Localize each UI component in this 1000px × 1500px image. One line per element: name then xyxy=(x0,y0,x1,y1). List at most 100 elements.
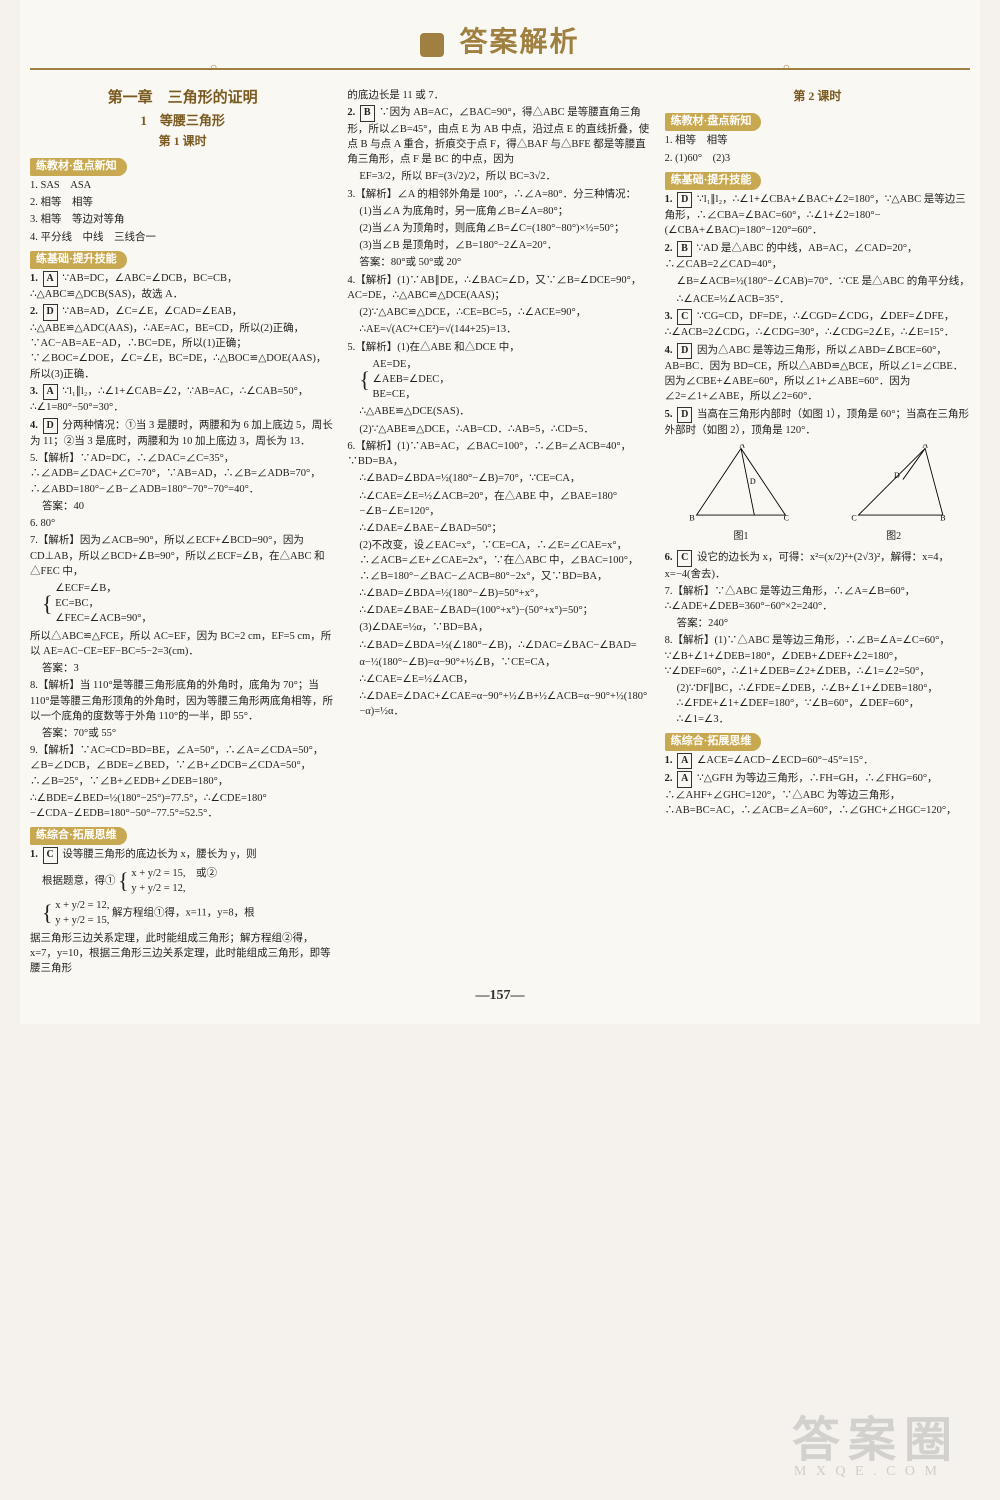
answer-line: 答案：70°或 55° xyxy=(30,726,335,741)
q-item: 1. C 设等腰三角形的底边长为 x，腰长为 y，则 xyxy=(30,847,335,864)
answer-box: D xyxy=(43,418,58,435)
svg-text:A: A xyxy=(922,444,928,450)
q-item: 5. D 当高在三角形内部时（如图 1），顶角是 60°；当高在三角形外部时（如… xyxy=(665,407,970,439)
q-cont: 的底边长是 11 或 7． xyxy=(347,88,652,103)
q-num: 5. xyxy=(665,409,673,420)
q-cont: ∴∠BAD=∠BDA=½(180°−∠B)=50°+x°， xyxy=(347,586,652,601)
brace-body: ∠ECF=∠B， EC=BC， ∠FEC=∠ACB=90°， xyxy=(55,581,152,627)
chapter-title: 第一章 三角形的证明 xyxy=(30,88,335,110)
q-text: ∵△GFH 为等边三角形，∴FH=GH，∴∠FHG=60°，∴∠AHF+∠GHC… xyxy=(665,773,957,816)
answer-box: B xyxy=(677,241,692,258)
q-cont: (3)∠DAE=½α，∵BD=BA， xyxy=(347,620,652,635)
eq-line: 根据题意，得① { x + y/2 = 15, 或② y + y/2 = 12, xyxy=(30,866,335,896)
column-1: 第一章 三角形的证明 1 等腰三角形 第 1 课时 练教材·盘点新知 1. SA… xyxy=(30,88,335,978)
q-item: 9.【解析】∵AC=CD=BD=BE，∠A=50°，∴∠A=∠CDA=50°，∠… xyxy=(30,743,335,789)
triangle-diagram-1: A B C D xyxy=(681,444,801,524)
svg-text:B: B xyxy=(940,514,945,523)
left-brace-icon: { xyxy=(118,871,129,891)
q-text: 分两种情况：①当 3 是腰时，两腰和为 6 加上底边 5，周长为 11；②当 3… xyxy=(30,420,333,448)
subhead-knowledge: 练教材·盘点新知 xyxy=(30,158,127,176)
q-item: 3. C ∵CG=CD，DF=DE，∴∠CGD=∠CDG，∠DEF=∠DFE，∴… xyxy=(665,309,970,341)
q-item: 4. D 因为△ABC 是等边三角形，所以∠ABD=∠BCE=60°，AB=BC… xyxy=(665,343,970,405)
columns-container: 第一章 三角形的证明 1 等腰三角形 第 1 课时 练教材·盘点新知 1. SA… xyxy=(30,88,970,978)
q-cont: ∴∠DAE=∠BAE−∠BAD=50°； xyxy=(347,521,652,536)
q-cont: ∴∠CAE=∠E=½∠ACB=20°，在△ABE 中，∠BAE=180°−∠B−… xyxy=(347,489,652,519)
system-body: x + y/2 = 12, y + y/2 = 15, xyxy=(55,898,109,928)
triangle-diagram-2: A C B D xyxy=(834,444,954,524)
q-text: ∵l₁∥l₂，∴∠1+∠CAB=∠2，∵AB=AC，∴∠CAB=50°，∴∠1=… xyxy=(30,386,308,414)
q-item: 1. A ∠ACE=∠ACD−∠ECD=60°−45°=15°． xyxy=(665,753,970,770)
answer-line: 答案：80°或 50°或 20° xyxy=(347,255,652,270)
q-num: 2. xyxy=(665,243,673,254)
q-num: 4. xyxy=(30,420,38,431)
q-text: ∵AB=DC，∠ABC=∠DCB，BC=CB，∴△ABC≌△DCB(SAS)，故… xyxy=(30,273,238,301)
k-item: 3. 相等 等边对等角 xyxy=(30,212,335,227)
q-cont: (2)∵△ABE≌△DCE，∴AB=CD．∴AB=5，∴CD=5． xyxy=(347,422,652,437)
answer-box: D xyxy=(677,192,692,209)
left-brace-icon: { xyxy=(42,594,53,614)
answer-line: 答案：240° xyxy=(665,616,970,631)
subhead-comprehensive: 练综合·拓展思维 xyxy=(665,733,762,751)
q-cont: ∴∠BDE=∠BED=½(180°−25°)=77.5°，∴∠CDE=180°−… xyxy=(30,791,335,821)
subhead-comprehensive: 练综合·拓展思维 xyxy=(30,827,127,845)
figure-2: A C B D 图2 xyxy=(834,444,954,544)
lesson-title: 第 1 课时 xyxy=(30,133,335,150)
q-item: 4.【解析】(1)∵AB∥DE，∴∠BAC=∠D，又∵∠B=∠DCE=90°，A… xyxy=(347,273,652,303)
answer-box: A xyxy=(43,384,58,401)
q-num: 3. xyxy=(665,311,673,322)
subhead-knowledge: 练教材·盘点新知 xyxy=(665,113,762,131)
q-item: 4. D 分两种情况：①当 3 是腰时，两腰和为 6 加上底边 5，周长为 11… xyxy=(30,418,335,450)
page-number: —157— xyxy=(30,988,970,1004)
lesson-title: 第 2 课时 xyxy=(665,88,970,105)
q-item: 8.【解析】(1)∵△ABC 是等边三角形，∴∠B=∠A=∠C=60°，∵∠B+… xyxy=(665,633,970,679)
q-cont: EF=3/2，所以 BF=(3√2)/2，所以 BC=3√2． xyxy=(347,169,652,184)
watermark-sub: M X Q E . C O M xyxy=(794,1464,940,1480)
q-num: 1. xyxy=(665,194,673,205)
watermark-text: 答案圈 xyxy=(792,1400,960,1470)
q-num: 4. xyxy=(665,345,673,356)
q-cont: (2)不改变，设∠EAC=x°，∵CE=CA，∴∠E=∠CAE=x°，∴∠ACB… xyxy=(347,538,652,584)
q-item: 2. D ∵AB=AD，∠C=∠E，∠CAD=∠EAB，∴△ABE≌△ADC(A… xyxy=(30,304,335,381)
q-cont: ∴∠ACE=½∠ACB=35°． xyxy=(665,292,970,307)
q-cont: ∠B=∠ACB=½(180°−∠CAB)=70°．∵CE 是△ABC 的角平分线… xyxy=(665,274,970,289)
fig-label: 图2 xyxy=(834,530,954,545)
answer-box: D xyxy=(677,343,692,360)
answer-line: 答案：40 xyxy=(30,499,335,514)
answer-box: C xyxy=(677,309,692,326)
title-text: 答案解析 xyxy=(459,27,579,58)
fig-label: 图1 xyxy=(681,530,801,545)
q-text: ∵CG=CD，DF=DE，∴∠CGD=∠CDG，∠DEF=∠DFE，∴∠ACB=… xyxy=(665,311,955,339)
page-title: 答案解析 xyxy=(30,20,970,60)
q-num: 2. xyxy=(30,306,38,317)
q-cont: 所以△ABC≌△FCE，所以 AC=EF，因为 BC=2 cm，EF=5 cm，… xyxy=(30,629,335,659)
answer-line: 答案：3 xyxy=(30,661,335,676)
q-cont: (2)∵DF∥BC，∴∠FDE=∠DEB，∴∠B+∠1+∠DEB=180°，∴∠… xyxy=(665,681,970,727)
answer-box: D xyxy=(677,407,692,424)
answer-box: C xyxy=(677,550,692,567)
q-text: ∠ACE=∠ACD−∠ECD=60°−45°=15°． xyxy=(697,755,874,766)
title-icon xyxy=(420,33,444,57)
svg-text:D: D xyxy=(894,471,900,480)
q-item: 2. A ∵△GFH 为等边三角形，∴FH=GH，∴∠FHG=60°，∴∠AHF… xyxy=(665,771,970,818)
q-num: 1. xyxy=(30,849,38,860)
q-item: 6. C 设它的边长为 x，可得：x²=(x/2)²+(2√3)²，解得：x=4… xyxy=(665,550,970,582)
q-cont: ∴∠BAD=∠BDA=½(180°−∠B)=70°，∵CE=CA， xyxy=(347,471,652,486)
column-3: 第 2 课时 练教材·盘点新知 1. 相等 相等 2. (1)60° (2)3 … xyxy=(665,88,970,978)
sub-case: (2)当∠A 为顶角时，则底角∠B=∠C=(180°−80°)×½=50°； xyxy=(347,221,652,236)
subhead-basic: 练基础·提升技能 xyxy=(665,172,762,190)
sub-case: (3)当∠B 是顶角时，∠B=180°−2∠A=20°． xyxy=(347,238,652,253)
q-cont: ∴∠DAE=∠DAC+∠CAE=α−90°+½∠B+½∠ACB=α−90°+½(… xyxy=(347,689,652,719)
diagram-row: A B C D 图1 A C B D xyxy=(665,444,970,544)
q-cont: 据三角形三边关系定理，此时能组成三角形；解方程组②得，x=7，y=10，根据三角… xyxy=(30,931,335,977)
column-2: 的底边长是 11 或 7． 2. B ∵因为 AB=AC，∠BAC=90°，得△… xyxy=(347,88,652,978)
k-item: 4. 平分线 中线 三线合一 xyxy=(30,230,335,245)
q-item: 2. B ∵AD 是△ABC 的中线，AB=AC，∠CAD=20°，∴∠CAB=… xyxy=(665,241,970,273)
answer-box: A xyxy=(677,753,692,770)
q-cont: ∴AE=√(AC²+CE²)=√(144+25)=13． xyxy=(347,322,652,337)
left-brace-icon: { xyxy=(359,370,370,390)
q-item: 7.【解析】因为∠ACB=90°，所以∠ECF+∠BCD=90°，因为 CD⊥A… xyxy=(30,533,335,579)
brace-system: { ∠ECF=∠B， EC=BC， ∠FEC=∠ACB=90°， xyxy=(30,581,335,627)
q-text: ∵AD 是△ABC 的中线，AB=AC，∠CAD=20°，∴∠CAB=2∠CAD… xyxy=(665,243,918,271)
svg-text:D: D xyxy=(750,477,756,486)
k-item: 2. 相等 相等 xyxy=(30,195,335,210)
